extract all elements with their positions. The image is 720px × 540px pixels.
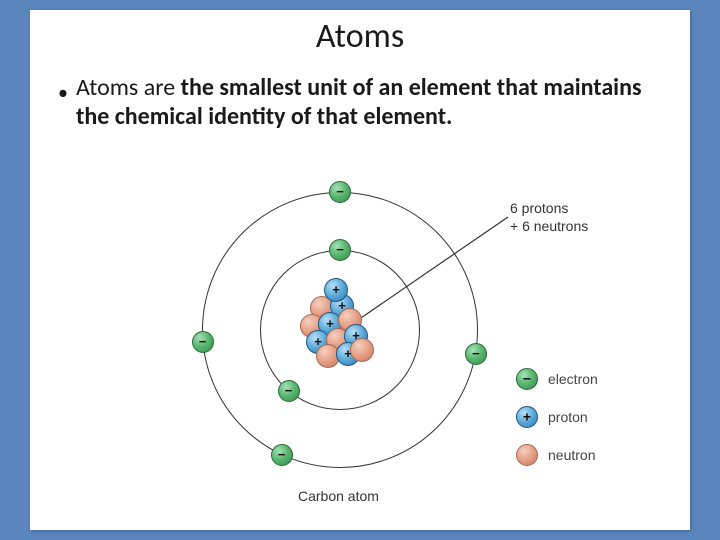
legend-neutron: neutron bbox=[516, 444, 595, 466]
page-title: Atoms bbox=[30, 10, 690, 57]
electron-icon: − bbox=[516, 368, 538, 390]
minus-sign: − bbox=[523, 371, 531, 387]
orbit-electron: − bbox=[271, 444, 293, 466]
minus-sign: − bbox=[336, 184, 344, 199]
bullet-marker: • bbox=[58, 81, 68, 105]
minus-sign: − bbox=[199, 334, 207, 349]
neutron-icon bbox=[516, 444, 538, 466]
slide: Atoms • Atoms are the smallest unit of a… bbox=[30, 10, 690, 530]
bullet-lead: Atoms are bbox=[76, 73, 181, 102]
orbit-electron: − bbox=[465, 343, 487, 365]
proton-icon: + bbox=[516, 406, 538, 428]
legend-proton: + proton bbox=[516, 406, 588, 428]
minus-sign: − bbox=[336, 242, 344, 257]
orbit-electron: − bbox=[329, 239, 351, 261]
atom-diagram: 6 protons + 6 neutrons ++++++ −−−−−− Car… bbox=[180, 162, 650, 522]
orbit-electron: − bbox=[278, 380, 300, 402]
plus-sign: + bbox=[523, 409, 531, 425]
legend-proton-label: proton bbox=[548, 409, 588, 425]
minus-sign: − bbox=[472, 346, 480, 361]
minus-sign: − bbox=[285, 383, 293, 398]
bullet-text: Atoms are the smallest unit of an elemen… bbox=[76, 73, 662, 132]
bullet-item: • Atoms are the smallest unit of an elem… bbox=[30, 57, 690, 132]
orbit-electron: − bbox=[329, 181, 351, 203]
electrons-layer: − − − − − − bbox=[180, 162, 650, 522]
legend-electron-label: electron bbox=[548, 371, 598, 387]
legend-electron: − electron bbox=[516, 368, 598, 390]
minus-sign: − bbox=[278, 447, 286, 462]
orbit-electron: − bbox=[192, 331, 214, 353]
legend-neutron-label: neutron bbox=[548, 447, 595, 463]
diagram-caption: Carbon atom bbox=[298, 488, 379, 504]
